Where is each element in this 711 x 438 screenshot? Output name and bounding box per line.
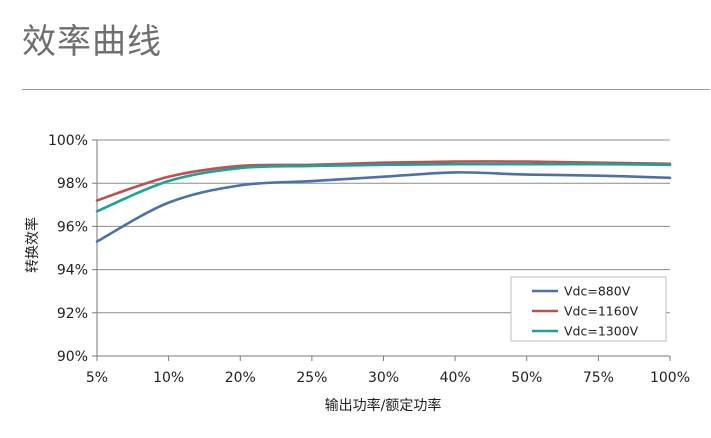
- y-tick-label: 94%: [57, 263, 88, 279]
- x-tick-label: 30%: [368, 370, 399, 386]
- x-tick-label: 75%: [583, 370, 614, 386]
- legend: Vdc=880V Vdc=1160V Vdc=1300V: [510, 276, 667, 342]
- title-divider: [22, 89, 710, 90]
- x-tick-label: 100%: [650, 370, 690, 386]
- series-line-3: [95, 162, 672, 213]
- x-tick-label: 10%: [153, 370, 184, 386]
- y-tick-label: 98%: [57, 176, 88, 192]
- x-tick-label: 50%: [511, 370, 542, 386]
- x-tick-labels: 5% 10% 20% 25% 30% 40% 50% 75% 100%: [86, 370, 690, 386]
- series-line-2: [95, 160, 672, 202]
- x-tick-label: 25%: [296, 370, 327, 386]
- y-tick-label: 96%: [57, 219, 88, 235]
- series-lines: [95, 160, 672, 243]
- y-axis-label: 转换效率: [24, 217, 41, 273]
- page-title: 效率曲线: [22, 22, 162, 62]
- axes: [92, 139, 671, 361]
- y-tick-label: 100%: [48, 133, 88, 149]
- x-tick-label: 40%: [440, 370, 471, 386]
- legend-label: Vdc=1160V: [564, 304, 639, 319]
- x-tick-label: 20%: [225, 370, 256, 386]
- y-tick-label: 92%: [57, 306, 88, 322]
- legend-label: Vdc=1300V: [564, 324, 639, 339]
- legend-label: Vdc=880V: [564, 284, 631, 299]
- series-line-1: [95, 171, 672, 243]
- y-tick-labels: 90% 92% 94% 96% 98% 100%: [48, 133, 88, 365]
- x-axis-label: 输出功率/额定功率: [325, 397, 442, 414]
- x-tick-label: 5%: [86, 370, 108, 386]
- y-tick-label: 90%: [57, 349, 88, 365]
